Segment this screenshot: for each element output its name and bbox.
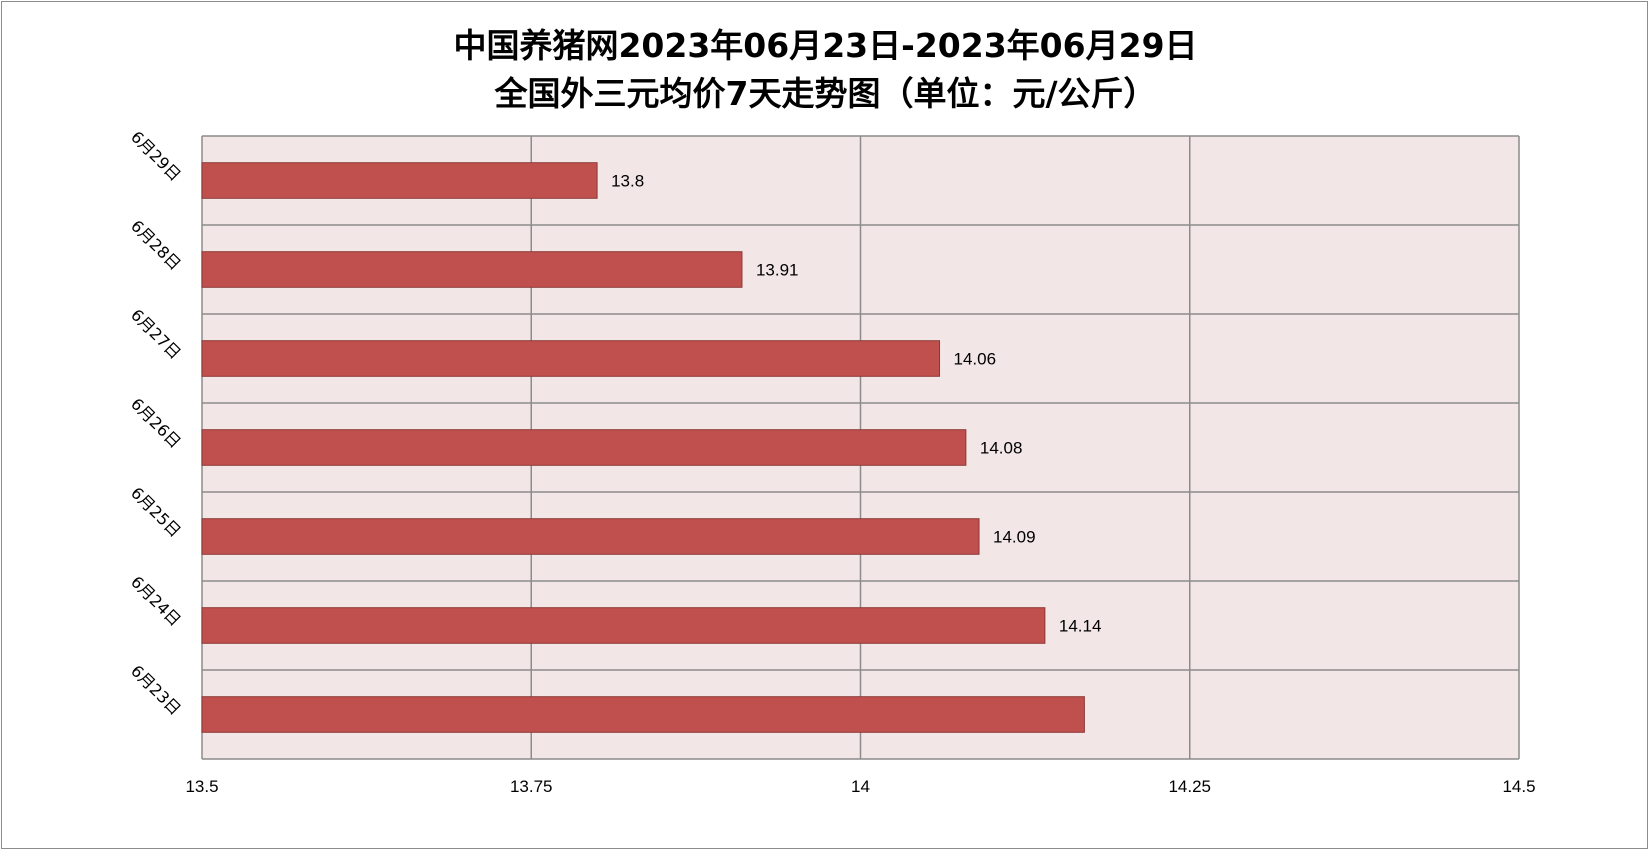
data-label: 13.91 (756, 261, 799, 280)
y-category-label: 6月26日 (127, 394, 185, 452)
data-label: 14.08 (980, 439, 1023, 458)
bar (201, 696, 1085, 733)
chart-title-line-1: 中国养猪网2023年06月23日-2023年06月29日 (453, 26, 1198, 65)
x-tick-label: 14.25 (1168, 777, 1211, 796)
chart-title: 中国养猪网2023年06月23日-2023年06月29日 全国外三元均价7天走势… (0, 22, 1651, 118)
bar (201, 429, 967, 466)
y-category-label: 6月25日 (127, 483, 185, 541)
bar (201, 518, 980, 555)
data-label: 14.06 (954, 350, 997, 369)
y-category-label: 6月29日 (127, 127, 185, 185)
data-label: 13.8 (611, 172, 644, 191)
y-category-label: 6月23日 (127, 661, 185, 719)
y-category-label: 6月28日 (127, 216, 185, 274)
bar (201, 251, 743, 288)
x-tick-label: 13.5 (185, 777, 218, 796)
data-label: 14.09 (993, 528, 1036, 547)
x-tick-label: 14 (851, 777, 870, 796)
y-category-label: 6月24日 (127, 572, 185, 630)
y-category-label: 6月27日 (127, 305, 185, 363)
x-tick-label: 13.75 (510, 777, 553, 796)
bar (201, 607, 1046, 644)
x-tick-label: 14.5 (1502, 777, 1535, 796)
bar (201, 340, 941, 377)
chart-title-line-2: 全国外三元均价7天走势图（单位：元/公斤） (494, 74, 1157, 113)
data-label: 14.14 (1059, 617, 1102, 636)
bar (201, 162, 598, 199)
